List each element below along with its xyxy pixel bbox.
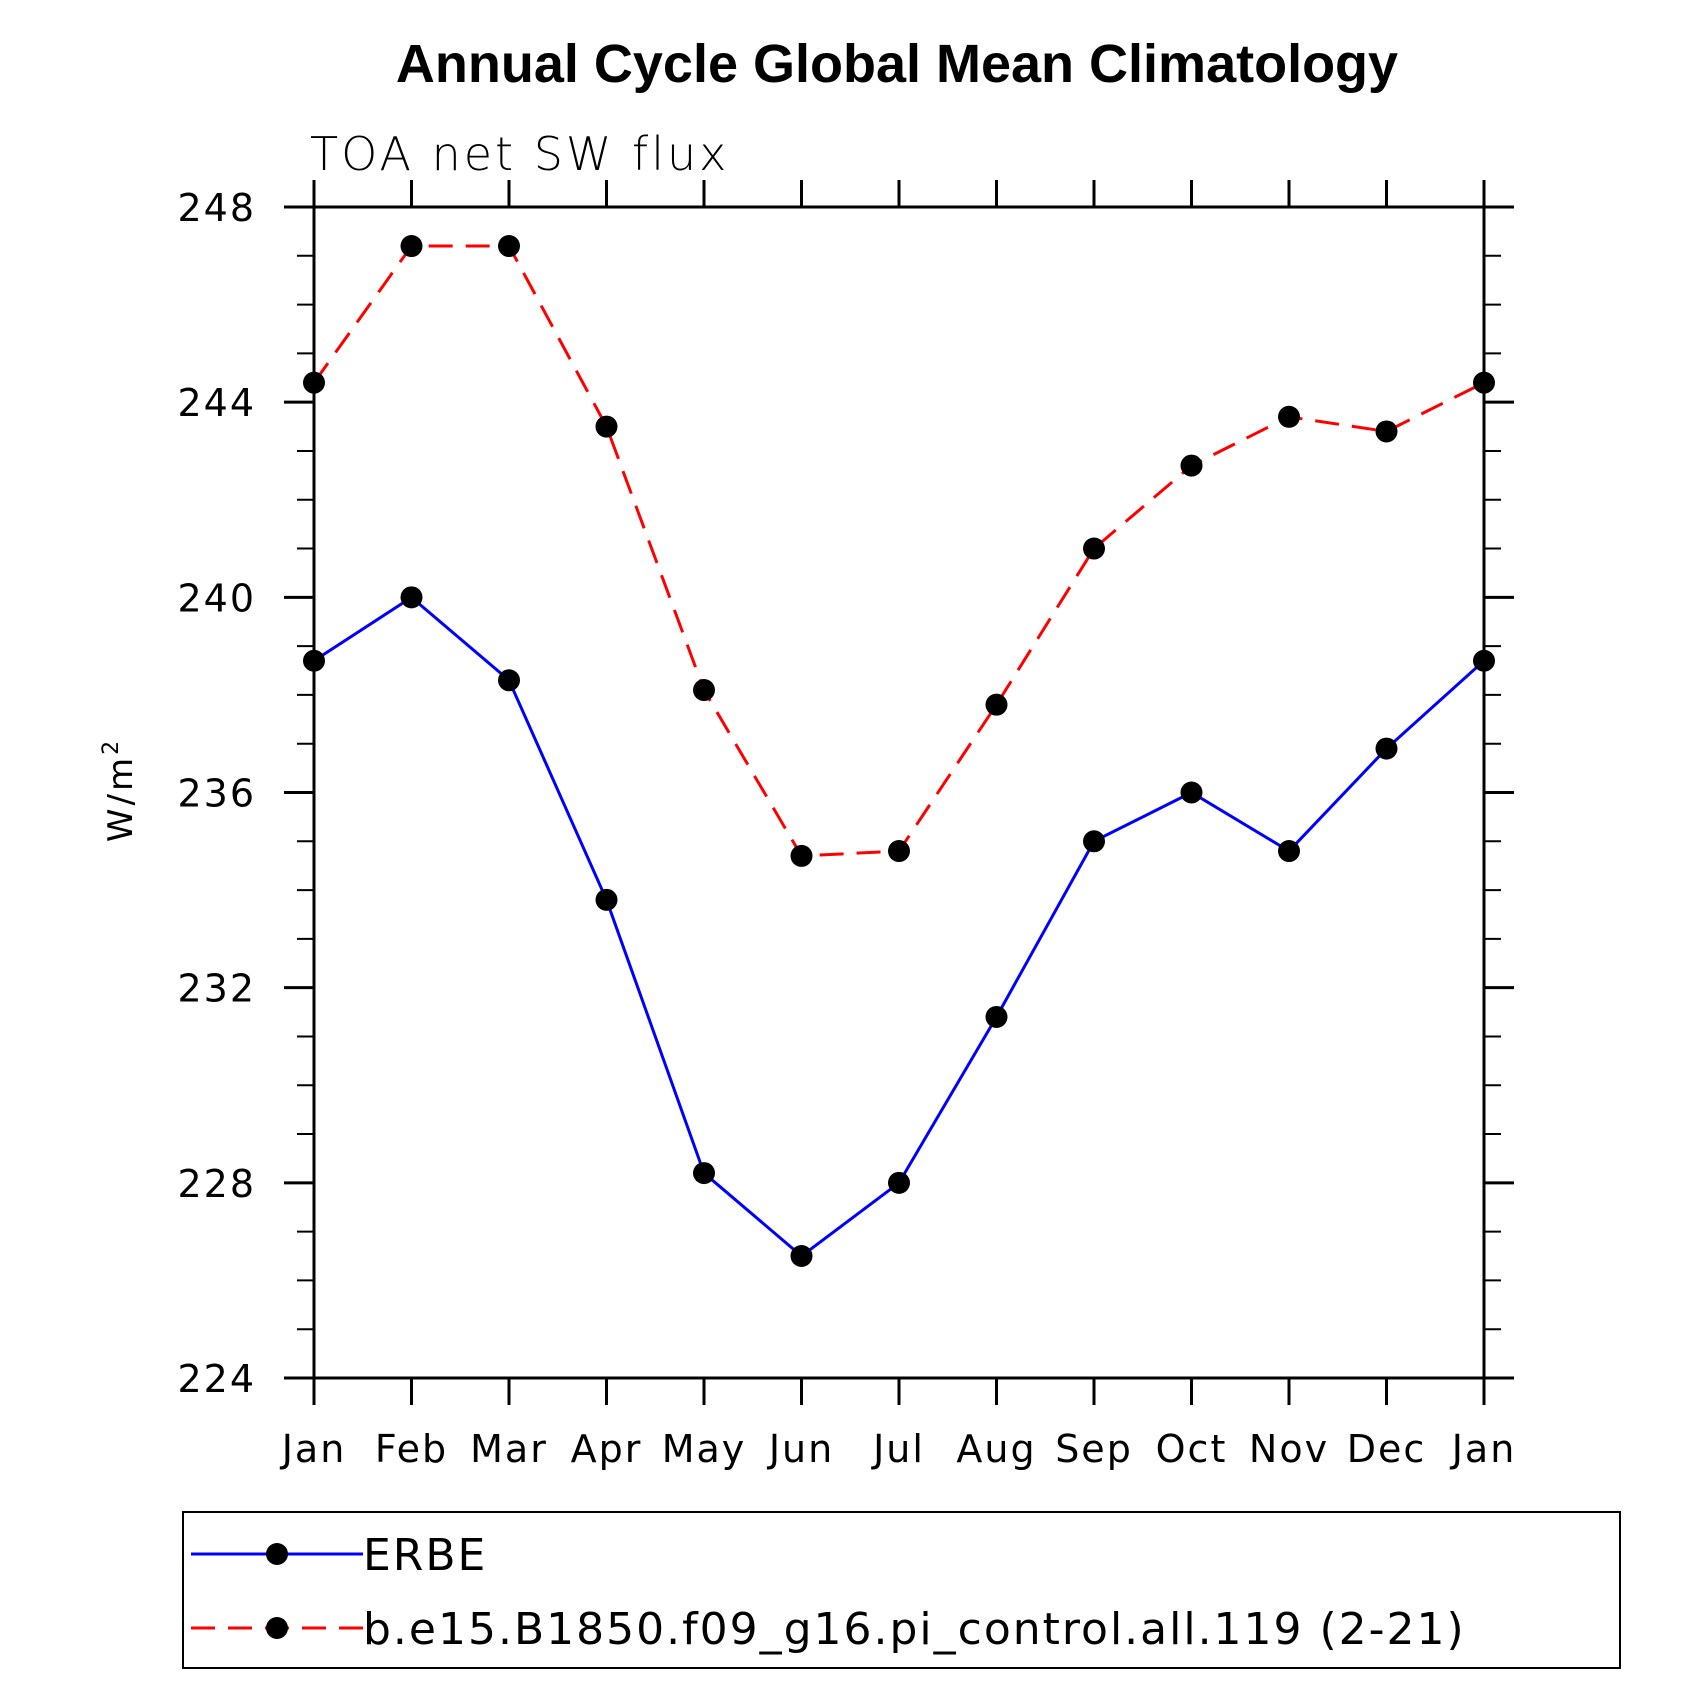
series-1-point <box>1278 840 1300 863</box>
x-tick-label: Oct <box>1156 1427 1228 1471</box>
x-tick-label: Aug <box>956 1427 1036 1471</box>
series-1-point <box>888 1171 910 1194</box>
legend: ERBE b.e15.B1850.f09_g16.pi_control.all.1… <box>182 1511 1621 1669</box>
legend-box <box>182 1511 1621 1669</box>
series-line-2 <box>312 244 1485 858</box>
series-1-point <box>790 1245 813 1268</box>
y-tick-label: 228 <box>177 1162 256 1206</box>
series-1-point <box>498 669 520 692</box>
series-2-point <box>1473 371 1495 394</box>
series-2-point <box>303 371 325 394</box>
chart-title: Annual Cycle Global Mean Climatology <box>396 34 1398 94</box>
x-tick-label: Dec <box>1347 1427 1427 1471</box>
series-2-point <box>888 840 910 863</box>
legend-label-1: ERBE <box>363 1530 487 1581</box>
plot-frame <box>312 205 1486 1380</box>
plot-area: Jan Feb Mar Apr May Jun Jul Aug Sep Oct Nov Dec Jan 2… <box>177 180 1517 1471</box>
y-tick-label: 236 <box>177 772 256 816</box>
x-tick-label: Nov <box>1249 1427 1329 1471</box>
y-tick-label: 224 <box>177 1357 256 1401</box>
series-line-1 <box>313 595 1486 1258</box>
series-2-point <box>1278 405 1300 428</box>
x-tick-label: Mar <box>470 1427 548 1471</box>
y-tick-label: 244 <box>177 381 256 425</box>
y-tick-label: 240 <box>177 576 256 620</box>
series-2-point <box>1375 420 1398 443</box>
chart-subtitle: TOA net SW flux <box>310 127 729 181</box>
series-2-point <box>693 679 715 702</box>
series-2-point <box>1083 537 1105 560</box>
legend-marker-2 <box>266 1617 288 1639</box>
series-2-point <box>985 693 1008 716</box>
y-axis-label: W/m2 <box>99 738 141 842</box>
x-tick-label: Jan <box>280 1427 347 1471</box>
x-tick-label: Jul <box>871 1427 925 1471</box>
series-2-point <box>498 235 520 258</box>
series-1-point <box>985 1005 1008 1028</box>
y-axis-label-text: W/m <box>101 755 141 842</box>
y-axis-label-superscript: 2 <box>99 738 124 755</box>
x-tick-label: Jan <box>1450 1427 1517 1471</box>
series-1-point <box>303 649 325 672</box>
x-tick-label: May <box>662 1427 747 1471</box>
legend-label-2: b.e15.B1850.f09_g16.pi_control.all.119 (… <box>363 1604 1466 1655</box>
series-1-point <box>400 586 423 609</box>
series-1-point <box>1473 649 1495 672</box>
x-tick-label: Jun <box>767 1427 834 1471</box>
series-2-point <box>1180 454 1203 477</box>
series-1-point <box>1375 737 1398 760</box>
x-tick-label: Feb <box>375 1427 448 1471</box>
y-tick-label: 248 <box>177 186 256 230</box>
series-1-point <box>1083 830 1105 853</box>
series-1-point <box>595 888 618 911</box>
y-tick-label: 232 <box>177 967 256 1011</box>
legend-marker-1 <box>266 1543 288 1565</box>
x-tick-label: Sep <box>1055 1427 1133 1471</box>
x-tick-label: Apr <box>571 1427 643 1471</box>
series-2-point <box>595 415 618 438</box>
series-1-point <box>693 1162 715 1185</box>
series-2-point <box>400 235 423 258</box>
series-2-point <box>790 844 813 867</box>
series-1-point <box>1180 781 1203 804</box>
